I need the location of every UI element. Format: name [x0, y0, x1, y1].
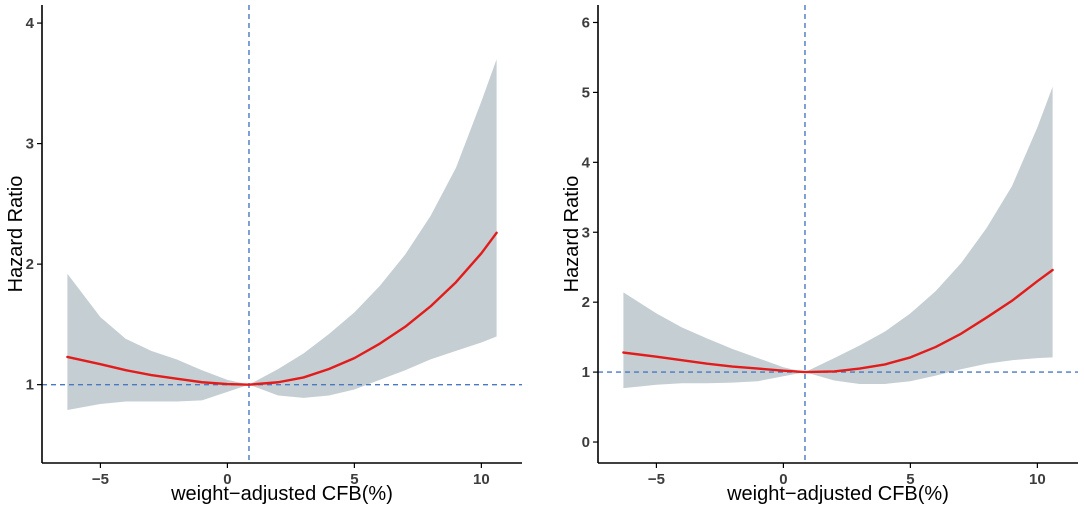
x-axis-title: weight−adjusted CFB(%) — [726, 483, 949, 505]
hazard-ratio-curve — [66, 231, 498, 386]
y-tick-label: 4 — [582, 154, 591, 171]
y-axis-title: Hazard Ratio — [561, 176, 583, 293]
y-tick-label: 2 — [26, 256, 34, 273]
y-tick-label: 3 — [26, 136, 34, 153]
y-tick-label: 6 — [582, 14, 590, 31]
x-tick-label: 0 — [223, 471, 231, 488]
x-tick-label: −5 — [648, 471, 665, 488]
y-tick-label: 1 — [26, 377, 34, 394]
y-tick-label: 5 — [582, 84, 590, 101]
y-tick-label: 3 — [582, 224, 590, 241]
confidence-band — [623, 86, 1053, 389]
y-tick-label: 1 — [582, 364, 590, 381]
right-hazard-ratio-chart: 0 1 2 3 4 5 6 −5 0 5 10 weight−adjusted CFB(%) Hazar… — [561, 5, 1078, 505]
left-hazard-ratio-chart: 1 2 3 4 −5 0 5 10 weight−adjusted CFB(%) Hazard R… — [5, 5, 522, 505]
y-tick-label: 4 — [26, 15, 35, 32]
x-tick-label: −5 — [92, 471, 109, 488]
x-tick-label: 0 — [779, 471, 787, 488]
x-tick-label: 10 — [1029, 471, 1046, 488]
y-axis-title: Hazard Ratio — [5, 176, 27, 293]
y-tick-label: 2 — [582, 294, 590, 311]
x-tick-label: 5 — [350, 471, 358, 488]
hazard-ratio-curve — [622, 268, 1054, 374]
y-tick-label: 0 — [582, 434, 590, 451]
x-tick-label: 10 — [473, 471, 490, 488]
x-tick-label: 5 — [906, 471, 914, 488]
confidence-band — [67, 59, 497, 410]
x-axis-title: weight−adjusted CFB(%) — [170, 483, 393, 505]
